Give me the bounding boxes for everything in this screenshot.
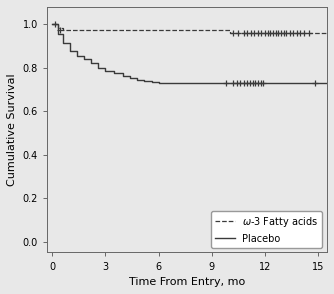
- $\omega$-3 Fatty acids: [77, 29, 81, 32]
- Line: $\omega$-3 Fatty acids: $\omega$-3 Fatty acids: [52, 24, 327, 33]
- Placebo: [325, 82, 329, 85]
- $\omega$-3 Fatty acids: [219, 29, 223, 32]
- Placebo: [157, 82, 161, 85]
- Placebo: [68, 50, 72, 53]
- Placebo: [89, 62, 93, 65]
- Placebo: [128, 76, 132, 80]
- Placebo: [55, 32, 59, 36]
- Line: Placebo: Placebo: [52, 24, 327, 83]
- X-axis label: Time From Entry, mo: Time From Entry, mo: [129, 277, 245, 287]
- Placebo: [96, 66, 100, 70]
- Placebo: [112, 71, 116, 75]
- Placebo: [61, 41, 65, 45]
- Placebo: [121, 75, 125, 78]
- Placebo: [142, 79, 146, 83]
- $\omega$-3 Fatty acids: [325, 31, 329, 34]
- Placebo: [104, 69, 108, 73]
- $\omega$-3 Fatty acids: [50, 23, 54, 26]
- Placebo: [150, 81, 154, 84]
- $\omega$-3 Fatty acids: [55, 26, 59, 29]
- Legend: $\omega$-3 Fatty acids, Placebo: $\omega$-3 Fatty acids, Placebo: [211, 211, 322, 248]
- Placebo: [50, 23, 54, 26]
- $\omega$-3 Fatty acids: [61, 28, 65, 31]
- Y-axis label: Cumulative Survival: Cumulative Survival: [7, 74, 17, 186]
- Placebo: [135, 78, 139, 81]
- Placebo: [75, 54, 79, 58]
- Placebo: [82, 57, 86, 61]
- $\omega$-3 Fatty acids: [227, 31, 231, 34]
